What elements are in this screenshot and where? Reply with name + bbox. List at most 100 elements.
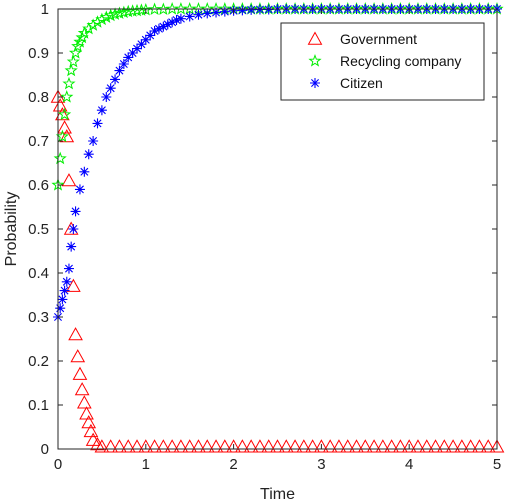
government-point	[208, 439, 224, 453]
citizen-point	[79, 166, 90, 177]
recycling-company-point	[108, 7, 122, 20]
axes-layer: 0 1 2 3 4 5 0 0.1 0.2 0.3 0.4 0.5 0.6 0.7 0.8 0.9 1	[28, 1, 501, 473]
citizen-point	[158, 21, 169, 32]
government-point	[81, 415, 97, 429]
citizen-point	[175, 13, 186, 24]
citizen-point	[68, 224, 79, 234]
citizen-point	[59, 285, 70, 296]
recycling-company-point	[82, 21, 96, 35]
y-tick-label: 0.4	[28, 265, 49, 282]
government-point	[129, 439, 145, 453]
government-point	[489, 439, 505, 453]
recycling-company-point	[57, 107, 72, 121]
citizen-point	[237, 5, 248, 16]
legend: Government Recycling company Citizen	[280, 22, 485, 101]
government-point	[463, 439, 479, 453]
government-point	[287, 439, 303, 453]
citizen-point	[149, 26, 160, 36]
government-point	[76, 395, 92, 409]
legend-marker-citizen	[310, 78, 320, 88]
government-point	[480, 439, 496, 453]
government-point	[278, 439, 294, 453]
government-point	[79, 406, 94, 420]
government-point	[83, 423, 99, 438]
y-tick-label: 1	[41, 1, 49, 18]
recycling-company-point	[86, 18, 100, 31]
citizen-point	[132, 43, 143, 54]
citizen-point	[66, 241, 77, 252]
government-point	[322, 439, 338, 453]
government-point	[217, 439, 233, 453]
recycling-company-point	[99, 10, 113, 23]
government-point	[349, 439, 364, 453]
recycling-company-point	[64, 63, 78, 77]
recycling-company-point	[68, 46, 83, 59]
y-tick-label: 0.2	[28, 353, 49, 370]
government-point	[305, 439, 320, 453]
citizen-point	[127, 48, 138, 58]
citizen-point	[105, 83, 116, 94]
government-point	[445, 439, 461, 453]
legend-marker-recycling-company	[308, 54, 322, 67]
recycling-company-point	[71, 39, 85, 53]
government-point	[375, 439, 391, 453]
government-point	[384, 439, 399, 453]
government-point	[270, 439, 285, 453]
government-point	[410, 439, 426, 453]
government-point	[103, 439, 119, 453]
recycling-company-point	[112, 6, 127, 20]
citizen-point	[55, 303, 66, 314]
government-point	[164, 439, 180, 453]
citizen-point	[96, 105, 107, 116]
legend-marker-government	[307, 31, 323, 45]
government-point	[191, 439, 206, 453]
citizen-point	[63, 263, 74, 274]
citizen-point	[193, 9, 204, 20]
government-point	[243, 439, 259, 453]
y-tick-label: 0	[41, 441, 49, 458]
x-tick-label: 3	[317, 456, 325, 473]
citizen-point	[167, 17, 178, 28]
recycling-company-point	[75, 30, 89, 44]
citizen-point	[83, 149, 94, 160]
legend-label-citizen: Citizen	[340, 75, 383, 91]
recycling-company-point	[95, 12, 109, 26]
government-point	[366, 439, 382, 453]
citizen-point	[118, 59, 129, 69]
government-point	[57, 120, 72, 134]
y-axis-title: Probability	[3, 192, 20, 267]
government-point	[261, 439, 277, 453]
x-tick-label: 4	[405, 456, 413, 473]
y-tick-label: 0.3	[28, 309, 49, 326]
recycling-company-point	[66, 54, 80, 68]
government-point	[314, 439, 329, 453]
citizen-point	[70, 206, 81, 217]
government-point	[74, 382, 90, 396]
government-point	[252, 439, 268, 453]
recycling-company-point	[117, 5, 131, 19]
citizen-point	[219, 6, 230, 17]
citizen-point	[171, 15, 182, 25]
government-point	[90, 437, 105, 451]
government-point	[68, 327, 83, 341]
citizen-point	[140, 34, 151, 45]
government-point	[182, 439, 198, 453]
x-tick-label: 5	[493, 456, 501, 473]
y-tick-label: 0.7	[28, 133, 49, 150]
government-point	[436, 439, 452, 453]
government-point	[72, 366, 88, 380]
citizen-point	[202, 8, 213, 19]
series-government	[50, 89, 505, 453]
legend-label-recycling-company: Recycling company	[340, 53, 461, 69]
citizen-point	[136, 39, 147, 50]
government-point	[226, 439, 241, 453]
citizen-point	[74, 184, 85, 195]
government-point	[454, 439, 470, 453]
recycling-company-point	[90, 15, 105, 28]
legend-label-government: Government	[340, 31, 417, 47]
government-point	[138, 439, 154, 453]
x-tick-label: 2	[229, 456, 237, 473]
recycling-company-point	[62, 76, 76, 90]
citizen-point	[88, 136, 99, 146]
